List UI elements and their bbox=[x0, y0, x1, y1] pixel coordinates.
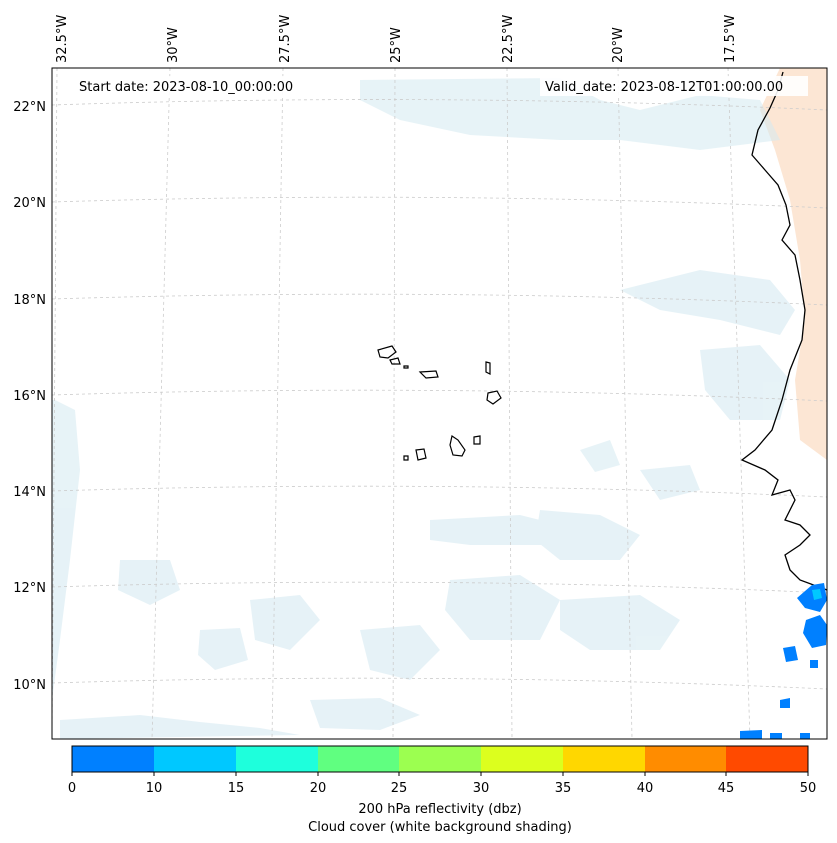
lat-label: 22°N bbox=[13, 100, 46, 115]
lat-label: 20°N bbox=[13, 196, 46, 211]
coastline bbox=[740, 71, 827, 591]
reflectivity-core bbox=[812, 589, 822, 600]
colorbar-tick: 40 bbox=[637, 781, 654, 796]
graticule bbox=[52, 68, 827, 739]
lon-label: 22.5°W bbox=[501, 15, 516, 63]
colorbar-frame bbox=[71, 745, 809, 773]
lat-label: 14°N bbox=[13, 485, 46, 500]
cloud-cover bbox=[52, 78, 795, 739]
start-date-text: Start date: 2023-08-10_00:00:00 bbox=[79, 80, 293, 95]
colorbar-tick: 45 bbox=[718, 781, 735, 796]
valid-date-text: Valid_date: 2023-08-12T01:00:00.00 bbox=[545, 80, 783, 95]
start-date-box bbox=[73, 76, 313, 96]
lat-label: 10°N bbox=[13, 678, 46, 693]
longitude-labels: 32.5°W 30°W 27.5°W 25°W 22.5°W 20°W 17.5… bbox=[55, 15, 738, 63]
colorbar-sublabel: Cloud cover (white background shading) bbox=[308, 820, 572, 835]
lat-label: 16°N bbox=[13, 389, 46, 404]
lon-label: 32.5°W bbox=[55, 15, 70, 63]
cape-verde-islands bbox=[377, 345, 502, 461]
colorbar-swatch bbox=[645, 746, 726, 772]
land-shading bbox=[760, 68, 827, 460]
colorbar-tick: 10 bbox=[146, 781, 163, 796]
colorbar-swatch bbox=[481, 746, 563, 772]
colorbar-swatch bbox=[236, 746, 318, 772]
colorbar-tick: 0 bbox=[68, 781, 76, 796]
map-frame bbox=[51, 67, 828, 740]
colorbar-tick: 20 bbox=[310, 781, 327, 796]
colorbar-tick: 35 bbox=[555, 781, 572, 796]
colorbar-swatch bbox=[318, 746, 399, 772]
colorbar-tick: 50 bbox=[800, 781, 817, 796]
colorbar: 0 10 15 20 25 30 35 40 45 50 200 hPa ref… bbox=[68, 745, 817, 835]
map-panel bbox=[52, 68, 827, 739]
lon-label: 25°W bbox=[389, 27, 404, 63]
valid-date-box bbox=[540, 76, 808, 96]
colorbar-tick: 30 bbox=[473, 781, 490, 796]
colorbar-swatch bbox=[563, 746, 645, 772]
colorbar-swatch bbox=[399, 746, 481, 772]
latitude-labels: 22°N 20°N 18°N 16°N 14°N 12°N 10°N bbox=[13, 100, 46, 693]
lat-label: 12°N bbox=[13, 581, 46, 596]
colorbar-swatch bbox=[726, 746, 808, 772]
lon-label: 27.5°W bbox=[278, 15, 293, 63]
lat-label: 18°N bbox=[13, 293, 46, 308]
lon-label: 30°W bbox=[166, 27, 181, 63]
colorbar-tick: 25 bbox=[391, 781, 408, 796]
lon-label: 20°W bbox=[611, 27, 626, 63]
colorbar-swatch bbox=[154, 746, 236, 772]
colorbar-swatch bbox=[72, 746, 154, 772]
colorbar-label: 200 hPa reflectivity (dbz) bbox=[358, 802, 521, 817]
lon-label: 17.5°W bbox=[723, 15, 738, 63]
colorbar-tick: 15 bbox=[228, 781, 245, 796]
